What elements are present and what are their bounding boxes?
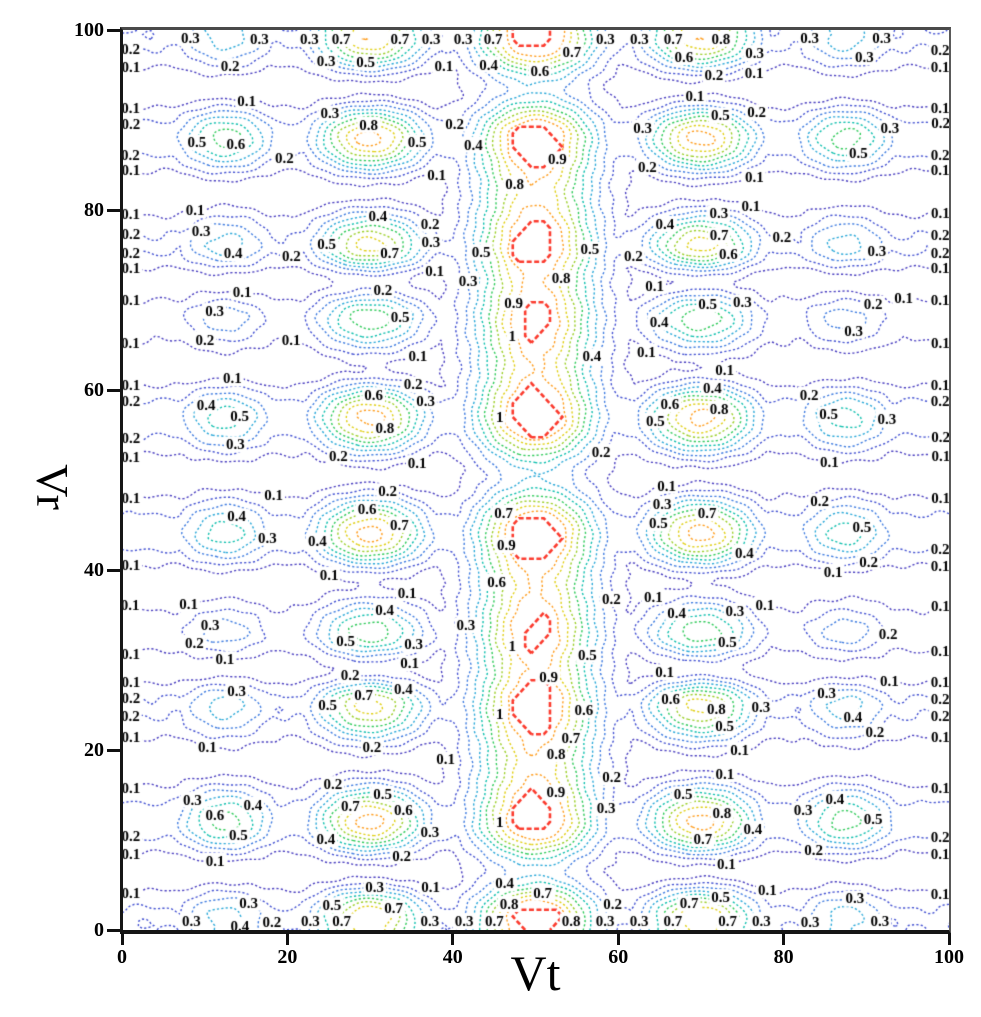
y-tick-label: 20: [84, 739, 104, 761]
x-axis-title: Vt: [510, 945, 561, 1001]
x-tick-label: 60: [608, 946, 629, 968]
y-tick-mark: [107, 568, 120, 572]
y-tick-mark: [107, 28, 120, 32]
y-axis-title: Vr: [27, 464, 78, 510]
x-tick-label: 0: [117, 946, 127, 968]
y-tick-mark: [107, 208, 120, 212]
x-tick-mark: [616, 933, 620, 945]
y-tick-label: 100: [74, 19, 104, 41]
x-tick-label: 100: [934, 946, 964, 968]
y-tick-label: 40: [84, 559, 104, 581]
x-tick-mark: [947, 933, 951, 945]
x-tick-mark: [782, 933, 786, 945]
x-tick-label: 20: [277, 946, 298, 968]
x-tick-label: 40: [442, 946, 463, 968]
contour-plot-canvas: [122, 30, 949, 930]
y-tick-mark: [107, 388, 120, 392]
x-tick-label: 80: [773, 946, 794, 968]
x-tick-mark: [285, 933, 289, 945]
y-tick-label: 0: [94, 919, 104, 941]
y-tick-label: 60: [84, 379, 104, 401]
y-tick-mark: [107, 748, 120, 752]
x-tick-mark: [451, 933, 455, 945]
x-tick-mark: [120, 933, 124, 945]
y-tick-mark: [107, 928, 120, 932]
y-tick-label: 80: [84, 199, 104, 221]
